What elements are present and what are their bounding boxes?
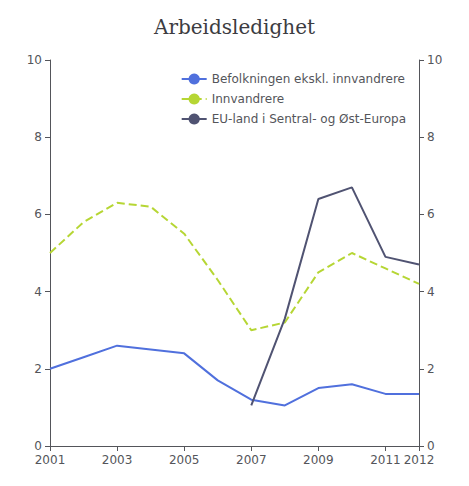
svg-text:2: 2	[427, 362, 435, 376]
svg-text:10: 10	[27, 53, 42, 67]
svg-text:8: 8	[427, 130, 435, 144]
svg-text:2001: 2001	[35, 453, 66, 467]
svg-text:0: 0	[427, 439, 435, 453]
svg-text:4: 4	[427, 285, 435, 299]
svg-text:2005: 2005	[169, 453, 200, 467]
svg-text:6: 6	[427, 207, 435, 221]
svg-text:2011: 2011	[370, 453, 401, 467]
svg-text:Innvandrere: Innvandrere	[212, 92, 285, 106]
svg-text:Befolkningen ekskl. innvandrer: Befolkningen ekskl. innvandrere	[212, 72, 405, 86]
svg-text:Arbeidsledighet: Arbeidsledighet	[153, 15, 315, 39]
svg-text:2003: 2003	[102, 453, 133, 467]
svg-text:8: 8	[34, 130, 42, 144]
svg-text:0: 0	[34, 439, 42, 453]
svg-text:6: 6	[34, 207, 42, 221]
svg-text:4: 4	[34, 285, 42, 299]
svg-text:2012: 2012	[404, 453, 435, 467]
svg-text:2: 2	[34, 362, 42, 376]
svg-text:2009: 2009	[303, 453, 334, 467]
svg-text:EU-land i Sentral- og Øst-Euro: EU-land i Sentral- og Øst-Europa	[212, 112, 406, 126]
svg-text:10: 10	[427, 53, 442, 67]
svg-text:2007: 2007	[236, 453, 267, 467]
